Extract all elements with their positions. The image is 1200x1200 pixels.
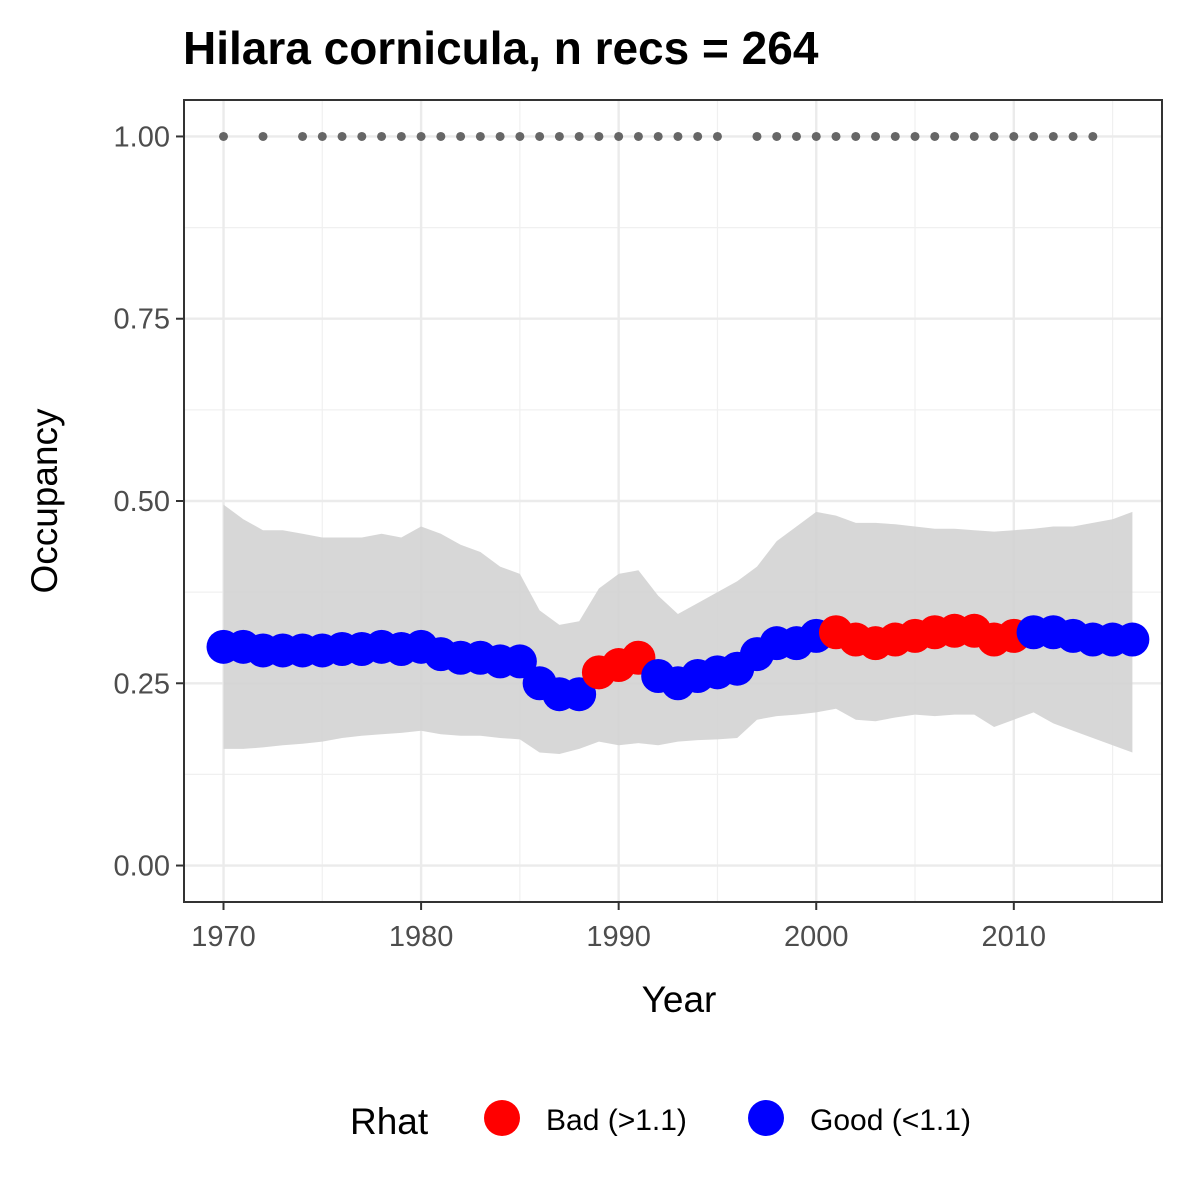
- record-dot: [831, 131, 841, 141]
- record-dot: [317, 131, 327, 141]
- chart-title: Hilara cornicula, n recs = 264: [183, 22, 819, 74]
- legend-key-bad: [484, 1100, 520, 1136]
- record-dot: [1009, 131, 1019, 141]
- record-dot: [515, 131, 525, 141]
- record-dot: [851, 131, 861, 141]
- record-dot: [871, 131, 881, 141]
- record-dots: [219, 131, 1098, 141]
- record-dot: [594, 131, 604, 141]
- record-dot: [633, 131, 643, 141]
- record-dot: [969, 131, 979, 141]
- record-dot: [910, 131, 920, 141]
- record-dot: [811, 131, 821, 141]
- record-dot: [219, 131, 229, 141]
- record-dot: [377, 131, 387, 141]
- x-axis-title: Year: [642, 979, 717, 1020]
- record-dot: [495, 131, 505, 141]
- record-dot: [752, 131, 762, 141]
- record-dot: [574, 131, 584, 141]
- record-dot: [298, 131, 308, 141]
- record-dot: [712, 131, 722, 141]
- y-axis: 0.00 0.25 0.50 0.75 1.00: [114, 121, 184, 883]
- x-tick-label: 2010: [982, 921, 1047, 953]
- x-tick-label: 2000: [784, 921, 849, 953]
- record-dot: [950, 131, 960, 141]
- record-dot: [614, 131, 624, 141]
- record-dot: [1048, 131, 1058, 141]
- legend-label-bad: Bad (>1.1): [546, 1104, 687, 1137]
- data-point: [1115, 622, 1150, 657]
- record-dot: [258, 131, 268, 141]
- record-dot: [989, 131, 999, 141]
- record-dot: [456, 131, 466, 141]
- credible-interval-ribbon: [223, 504, 1133, 754]
- record-dot: [693, 131, 703, 141]
- record-dot: [475, 131, 485, 141]
- record-dot: [791, 131, 801, 141]
- y-tick-label: 0.75: [114, 304, 170, 336]
- y-axis-title: Occupancy: [24, 408, 65, 594]
- record-dot: [1029, 131, 1039, 141]
- record-dot: [930, 131, 940, 141]
- record-dot: [673, 131, 683, 141]
- record-dot: [1088, 131, 1098, 141]
- y-tick-label: 0.50: [114, 486, 170, 518]
- y-tick-label: 0.00: [114, 851, 170, 883]
- data-point: [502, 644, 537, 679]
- legend-label-good: Good (<1.1): [810, 1104, 971, 1137]
- record-dot: [772, 131, 782, 141]
- record-dot: [416, 131, 426, 141]
- record-dot: [535, 131, 545, 141]
- legend-title: Rhat: [350, 1101, 429, 1142]
- legend: Rhat Bad (>1.1) Good (<1.1): [350, 1100, 971, 1142]
- occupancy-points: [206, 613, 1150, 712]
- y-tick-label: 0.25: [114, 668, 170, 700]
- data-point: [562, 677, 597, 712]
- record-dot: [357, 131, 367, 141]
- legend-key-good: [748, 1100, 784, 1136]
- x-tick-label: 1980: [389, 921, 454, 953]
- x-tick-label: 1990: [586, 921, 651, 953]
- record-dot: [1068, 131, 1078, 141]
- y-tick-label: 1.00: [114, 121, 170, 153]
- record-dot: [890, 131, 900, 141]
- record-dot: [396, 131, 406, 141]
- record-dot: [653, 131, 663, 141]
- record-dot: [337, 131, 347, 141]
- record-dot: [554, 131, 564, 141]
- x-tick-label: 1970: [191, 921, 256, 953]
- record-dot: [436, 131, 446, 141]
- x-axis: 1970 1980 1990 2000 2010: [191, 902, 1046, 953]
